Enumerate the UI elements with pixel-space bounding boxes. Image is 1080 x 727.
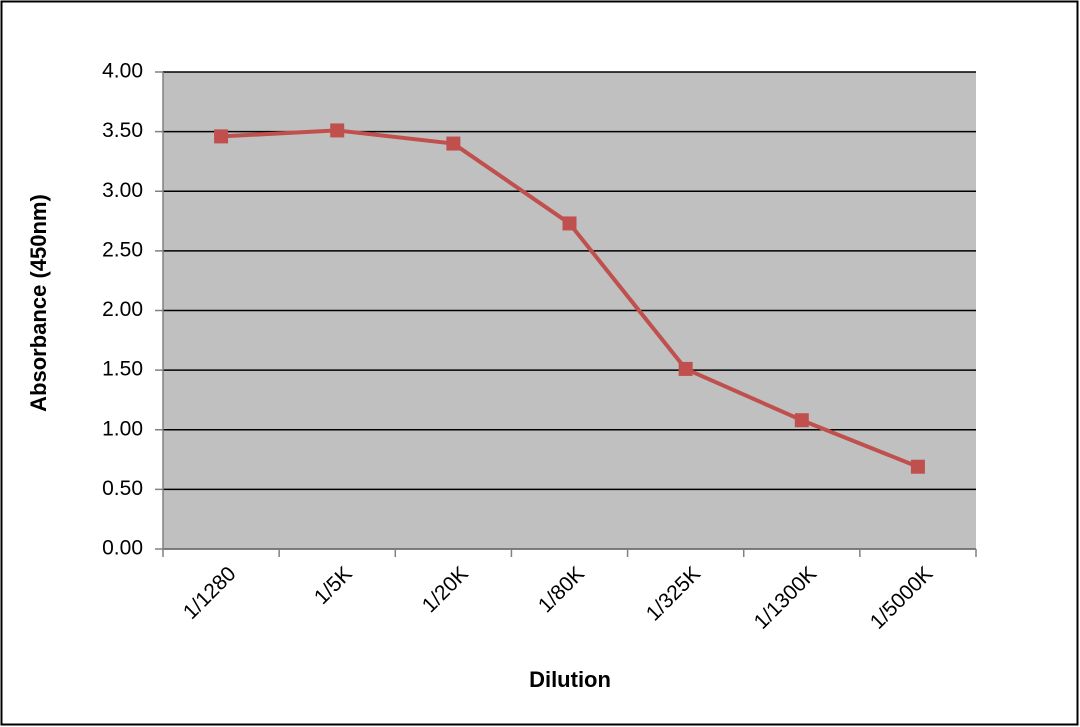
y-tick-label: 1.50: [102, 358, 143, 381]
y-tick-label: 3.00: [102, 179, 143, 202]
marker: [678, 361, 693, 376]
marker: [794, 413, 809, 428]
y-tick-label: 4.00: [102, 60, 143, 83]
marker: [910, 459, 925, 474]
marker: [330, 123, 345, 138]
y-tick-label: 3.50: [102, 119, 143, 142]
y-tick-label: 2.00: [102, 298, 143, 321]
marker: [446, 136, 461, 151]
y-tick-label: 1.00: [102, 417, 143, 440]
x-axis-label: Dilution: [529, 667, 611, 692]
y-tick-label: 0.50: [102, 477, 143, 500]
marker: [562, 216, 577, 231]
y-tick-label: 2.50: [102, 238, 143, 261]
y-tick-label: 0.00: [102, 537, 143, 560]
y-axis-label: Absorbance (450nm): [26, 194, 51, 412]
marker: [214, 129, 229, 144]
